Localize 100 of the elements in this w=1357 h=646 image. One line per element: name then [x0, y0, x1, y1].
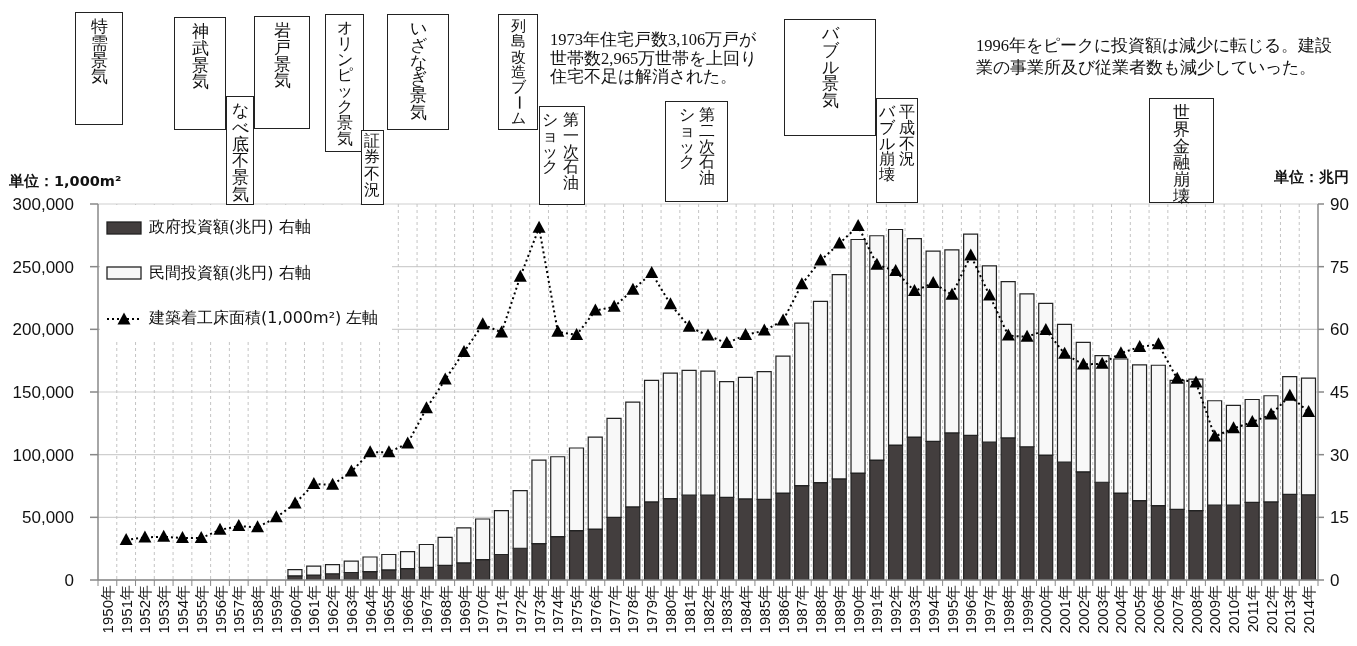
x-tick-label: 1977年: [605, 585, 623, 634]
x-tick-label: 1987年: [793, 585, 811, 634]
x-tick-label: 2009年: [1206, 585, 1224, 634]
text: 1973年住宅戸数3,106万戸が世帯数2,965万世帯を上回り住宅不足は解消された。: [550, 30, 758, 87]
y-tick-label: 100,000: [12, 445, 74, 465]
text: 1996年をピークに投資額は減少に転じる。建設業の事業所及び従業者数も減少していった。: [976, 35, 1332, 78]
text: オリンピック景気: [335, 19, 354, 148]
y2-tick-label: 75: [1330, 257, 1349, 277]
x-tick-label: 2011年: [1243, 585, 1261, 633]
text: 第一次石油: [562, 111, 580, 193]
x-tick-label: 1996年: [962, 585, 980, 634]
x-tick-label: 1976年: [586, 585, 604, 634]
x-tick-label: 1990年: [849, 585, 867, 634]
x-tick-label: 2005年: [1131, 585, 1149, 634]
x-tick-label: 1999年: [1018, 585, 1036, 634]
x-tick-label: 1966年: [399, 585, 417, 634]
x-tick-label: 1993年: [905, 585, 923, 634]
x-tick-label: 1995年: [943, 585, 961, 634]
x-tick-label: 1982年: [699, 585, 717, 634]
x-tick-label: 1984年: [737, 585, 755, 634]
x-tick-label: 1968年: [436, 585, 454, 634]
x-tick-label: 1962年: [324, 585, 342, 634]
annotation: なべ底不景気: [230, 101, 250, 205]
x-tick-label: 2012年: [1262, 585, 1280, 634]
y-tick-label: 200,000: [12, 320, 74, 340]
x-tick-label: 1983年: [718, 585, 736, 634]
x-tick-label: 1969年: [455, 585, 473, 634]
x-tick-label: 1950年: [98, 585, 116, 634]
x-tick-label: 1974年: [549, 585, 567, 634]
x-tick-label: 2002年: [1074, 585, 1092, 634]
x-tick-label: 1961年: [305, 585, 323, 634]
x-tick-label: 1951年: [117, 585, 135, 634]
text: 平成不況: [898, 103, 916, 169]
x-tick-label: 2014年: [1300, 585, 1318, 634]
x-tick-label: 1992年: [887, 585, 905, 634]
x-tick-label: 2003年: [1093, 585, 1111, 634]
y2-tick-label: 30: [1330, 445, 1349, 465]
x-tick-label: 2004年: [1112, 585, 1130, 634]
y-tick-label: 150,000: [12, 383, 74, 403]
y2-tick-label: 90: [1330, 195, 1349, 215]
y-tick-label: 300,000: [12, 195, 74, 215]
x-tick-label: 1986年: [774, 585, 792, 634]
x-tick-label: 1959年: [267, 585, 285, 634]
x-tick-label: 1979年: [643, 585, 661, 634]
text: 第二次石油: [697, 106, 716, 188]
x-tick-label: 1960年: [286, 585, 304, 634]
y-tick-label: 50,000: [22, 508, 74, 528]
x-tick-label: 1955年: [192, 585, 210, 634]
x-tick-label: 2010年: [1225, 585, 1243, 634]
x-tick-label: 1957年: [230, 585, 248, 634]
x-tick-label: 1963年: [342, 585, 360, 634]
y2-axis-title: 単位：兆円: [1274, 168, 1349, 187]
x-tick-label: 1953年: [155, 585, 173, 634]
x-tick-label: 1994年: [924, 585, 942, 634]
x-tick-label: 1991年: [868, 585, 886, 634]
x-tick-label: 2013年: [1281, 585, 1299, 634]
x-tick-label: 1988年: [812, 585, 830, 634]
y-tick-label: 250,000: [12, 257, 74, 277]
x-tick-label: 2006年: [1149, 585, 1167, 634]
text: バブル景気: [820, 24, 840, 111]
legend-label: 政府投資額(兆円) 右軸: [149, 217, 311, 239]
text: 特需景気: [89, 17, 109, 87]
x-tick-label: 1997年: [981, 585, 999, 634]
legend-label: 民間投資額(兆円) 右軸: [149, 262, 311, 284]
text: 列島改造ブーム: [509, 17, 528, 127]
x-tick-label: 1989年: [830, 585, 848, 634]
text: いざなぎ景気: [408, 19, 428, 123]
text: 神武景気: [190, 22, 210, 92]
x-tick-label: 2007年: [1168, 585, 1186, 634]
x-tick-label: 1973年: [530, 585, 548, 634]
x-tick-label: 1980年: [661, 585, 679, 634]
x-tick-label: 1965年: [380, 585, 398, 634]
y2-tick-label: 45: [1330, 383, 1349, 403]
x-tick-label: 1967年: [417, 585, 435, 634]
legend-label: 建築着工床面積(1,000m²) 左軸: [149, 308, 379, 330]
y-tick-label: 0: [64, 571, 74, 591]
bar: [324, 563, 341, 575]
x-tick-label: 1985年: [755, 585, 773, 634]
y2-tick-label: 0: [1330, 571, 1340, 591]
text: 岩戸景気: [272, 21, 292, 91]
y-axis-title: 単位：1,000m²: [9, 172, 122, 191]
x-tick-label: 1978年: [624, 585, 642, 634]
x-tick-label: 1956年: [211, 585, 229, 634]
bar: [306, 565, 322, 576]
x-tick-label: 1958年: [249, 585, 267, 634]
x-tick-label: 1998年: [999, 585, 1017, 634]
x-tick-label: 1971年: [493, 585, 511, 634]
x-tick-label: 1972年: [511, 585, 529, 634]
x-tick-label: 1952年: [136, 585, 154, 634]
x-tick-label: 2008年: [1187, 585, 1205, 634]
y2-tick-label: 15: [1330, 508, 1349, 528]
annotation: 世界金融崩壊: [1172, 103, 1191, 207]
x-tick-label: 1975年: [568, 585, 586, 634]
x-tick-label: 1954年: [173, 585, 191, 634]
text: 証券不況: [363, 131, 382, 199]
text: ショック: [541, 111, 559, 177]
y2-tick-label: 60: [1330, 320, 1349, 340]
text: バブル崩壊: [878, 103, 896, 185]
text: ショック: [677, 106, 696, 172]
x-tick-label: 2001年: [1056, 585, 1074, 634]
